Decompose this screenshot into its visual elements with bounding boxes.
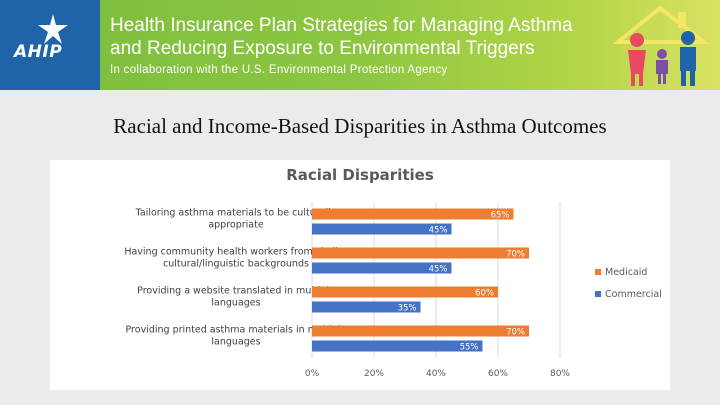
data-label: 65%: [491, 211, 510, 221]
x-tick-label: 0%: [305, 369, 320, 379]
category-label: Tailoring asthma materials to be cultura…: [135, 208, 337, 219]
family-house-icon: [612, 5, 710, 86]
banner-title: Health Insurance Plan Strategies for Man…: [110, 14, 600, 60]
legend-label-medicaid: Medicaid: [605, 267, 647, 278]
bar-commercial: [312, 223, 452, 235]
banner-subtitle: In collaboration with the U.S. Environme…: [110, 64, 448, 76]
category-label: Providing printed asthma materials in mu…: [126, 325, 347, 336]
legend-label-commercial: Commercial: [605, 289, 662, 300]
legend-swatch-commercial: [595, 291, 601, 297]
banner-title-line2: and Reducing Exposure to Environmental T…: [110, 38, 535, 59]
banner-title-line1: Health Insurance Plan Strategies for Man…: [110, 15, 573, 36]
bar-medicaid: [312, 208, 514, 220]
category-label: appropriate: [208, 220, 264, 231]
data-label: 45%: [429, 265, 448, 275]
data-label: 35%: [398, 304, 417, 314]
slide-title: Racial and Income-Based Disparities in A…: [113, 114, 607, 138]
category-label: Having community health workers from sim…: [124, 247, 347, 258]
star-icon: [38, 14, 68, 44]
x-tick-label: 20%: [364, 369, 384, 379]
category-label: Providing a website translated in multip…: [137, 286, 335, 297]
data-label: 60%: [475, 289, 494, 299]
bar-medicaid: [312, 325, 529, 337]
header-banner: AHIP Health Insurance Plan Strategies fo…: [0, 0, 720, 90]
x-tick-label: 80%: [550, 369, 570, 379]
x-tick-label: 40%: [426, 369, 446, 379]
category-label: languages: [211, 337, 260, 348]
chart-area: Racial Disparities 0% 20% 40% 60% 80% Tailori…: [50, 160, 670, 390]
bar-medicaid: [312, 286, 498, 298]
bar-commercial: [312, 262, 452, 274]
bar-commercial: [312, 340, 483, 352]
bar-commercial: [312, 301, 421, 313]
x-tick-label: 60%: [488, 369, 508, 379]
bar-medicaid: [312, 247, 529, 259]
data-label: 70%: [506, 250, 525, 260]
data-label: 55%: [460, 343, 479, 353]
bar-chart: 0% 20% 40% 60% 80% Tailoring asthma materials…: [124, 202, 662, 379]
legend-swatch-medicaid: [595, 269, 601, 275]
data-label: 70%: [506, 328, 525, 338]
category-label: cultural/linguistic backgrounds: [163, 259, 309, 270]
ahip-logo: AHIP: [0, 0, 100, 90]
logo-text: AHIP: [14, 42, 63, 62]
category-label: languages: [211, 298, 260, 309]
data-label: 45%: [429, 226, 448, 236]
chart-title: Racial Disparities: [286, 166, 434, 184]
